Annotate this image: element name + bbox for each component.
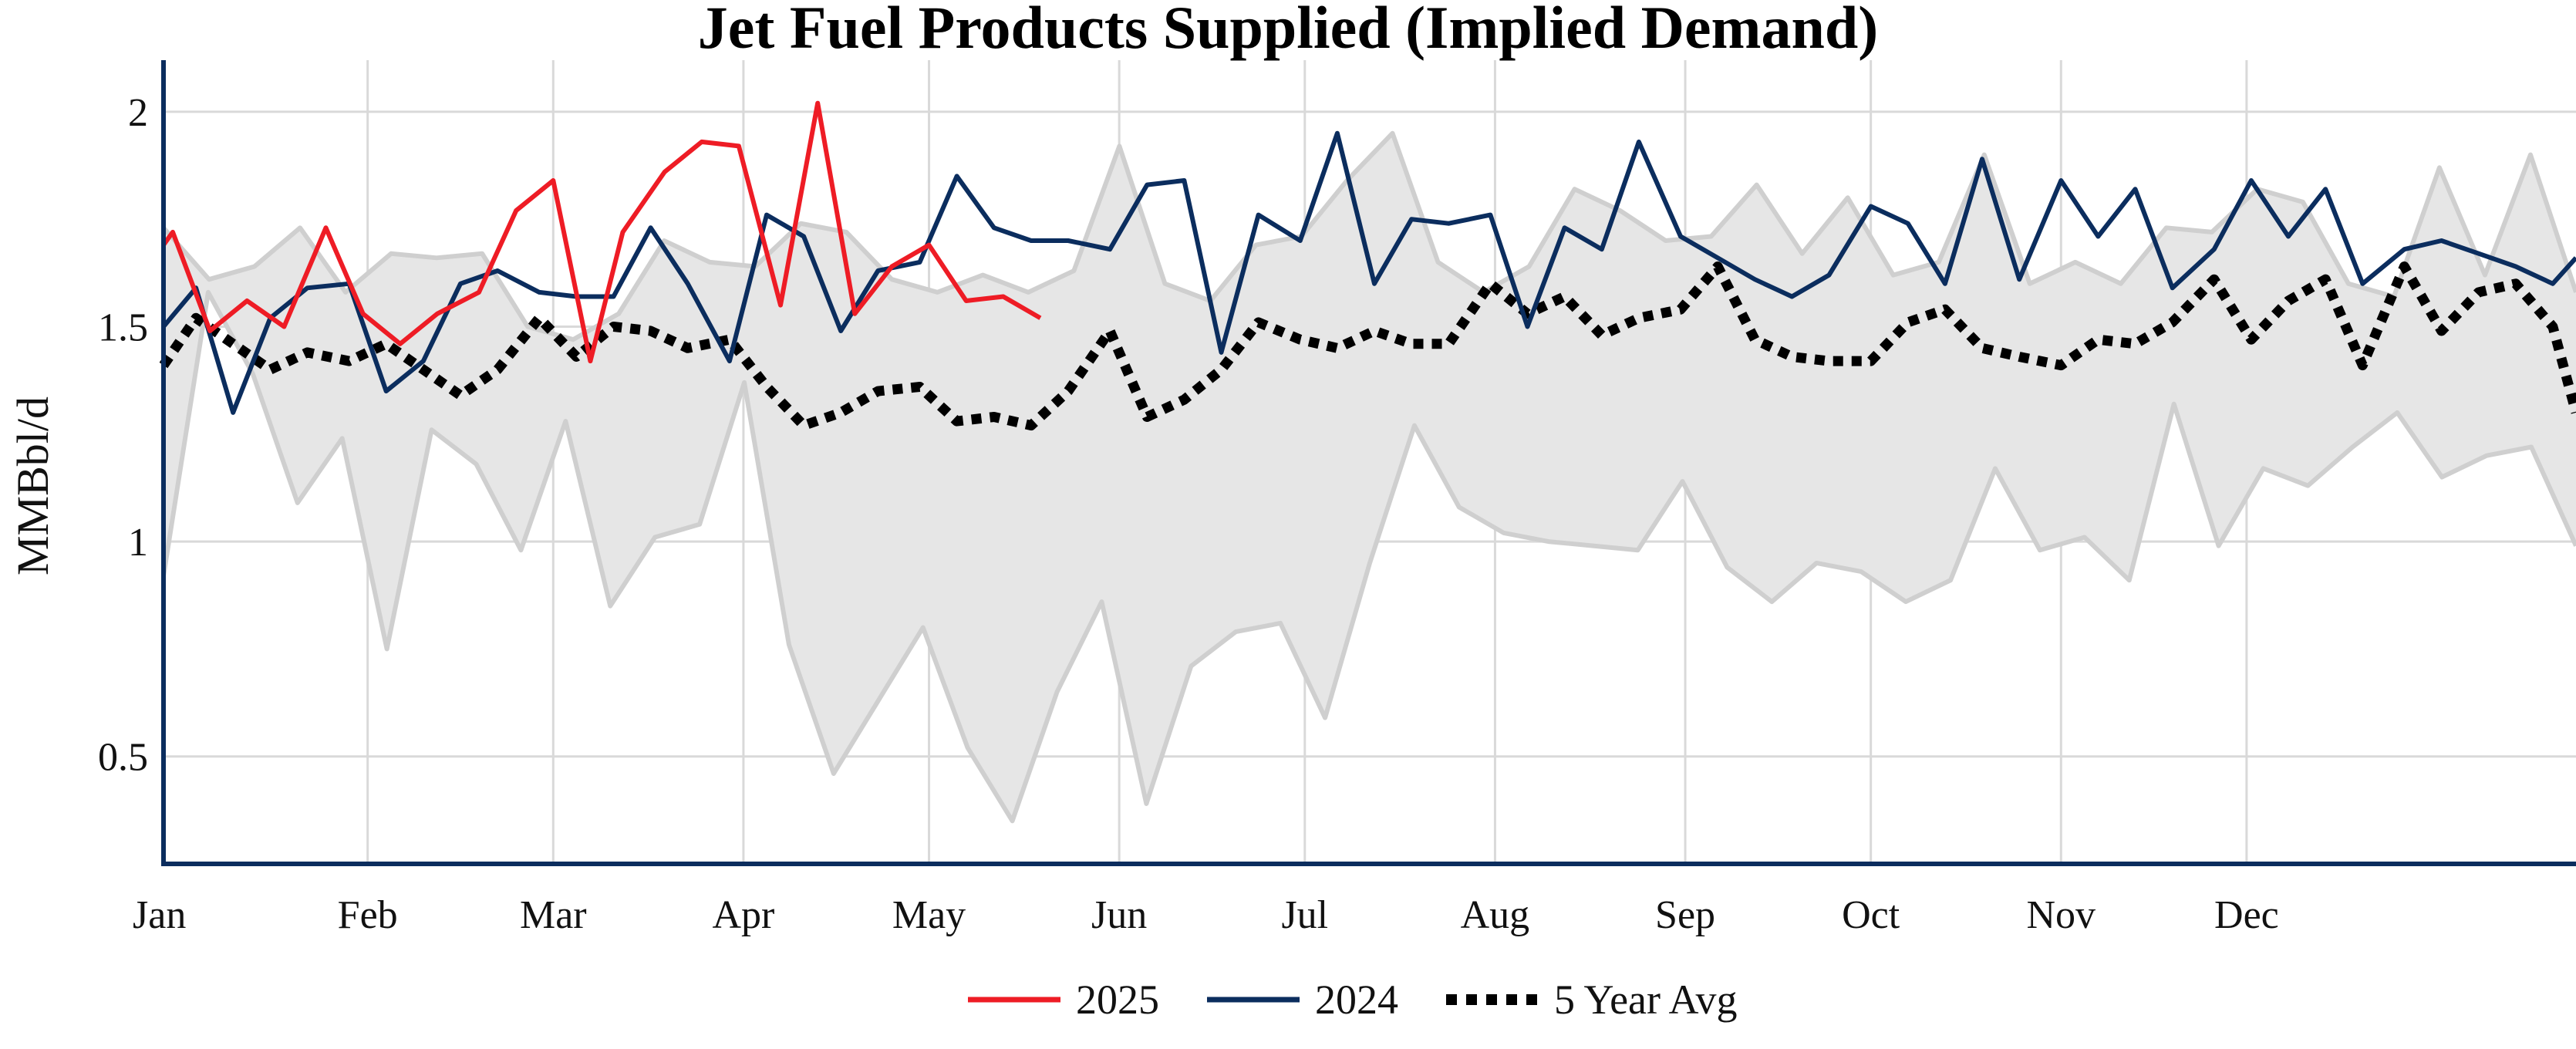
legend: 2025 2024 5 Year Avg — [968, 976, 1738, 1023]
x-tick-label-oct: Oct — [1842, 893, 1900, 937]
x-tick-label-dec: Dec — [2214, 893, 2279, 937]
range-min-line — [161, 289, 2576, 824]
legend-label-2024: 2024 — [1315, 976, 1398, 1023]
x-tick-label-aug: Aug — [1461, 893, 1530, 937]
range-band — [164, 133, 2576, 821]
x-tick-label-jul: Jul — [1281, 893, 1328, 937]
legend-item-2024: 2024 — [1207, 976, 1398, 1023]
legend-label-5-year-avg: 5 Year Avg — [1554, 976, 1738, 1023]
series-2024-line — [161, 130, 2576, 415]
y-tick-label-1: 1 — [128, 521, 148, 565]
x-tick-label-feb: Feb — [338, 893, 398, 937]
legend-item-5-year-avg: 5 Year Avg — [1446, 976, 1738, 1023]
x-tick-label-may: May — [892, 893, 966, 937]
x-tick-label-jan: Jan — [133, 893, 186, 937]
x-tick-label-nov: Nov — [2027, 893, 2096, 937]
legend-item-2025: 2025 — [968, 976, 1159, 1023]
x-tick-label-sep: Sep — [1655, 893, 1715, 937]
x-tick-label-apr: Apr — [712, 893, 774, 937]
y-tick-label-1-5: 1.5 — [98, 305, 148, 349]
y-tick-label-0-5: 0.5 — [98, 736, 148, 780]
x-tick-label-mar: Mar — [520, 893, 587, 937]
x-tick-label-jun: Jun — [1091, 893, 1147, 937]
legend-label-2025: 2025 — [1076, 976, 1159, 1023]
series-5-year-avg-line — [159, 261, 2576, 431]
chart-title: Jet Fuel Products Supplied (Implied Dema… — [698, 0, 1879, 61]
plot-area: Jan Feb Mar Apr May Jun Jul Aug Sep Oct Nov Dec 0.5 1… — [98, 60, 2576, 937]
range-max-line — [161, 130, 2576, 342]
y-tick-label-2: 2 — [128, 91, 148, 135]
y-axis-label: MMBbl/d — [8, 396, 58, 575]
series-2025-line — [161, 100, 1042, 364]
